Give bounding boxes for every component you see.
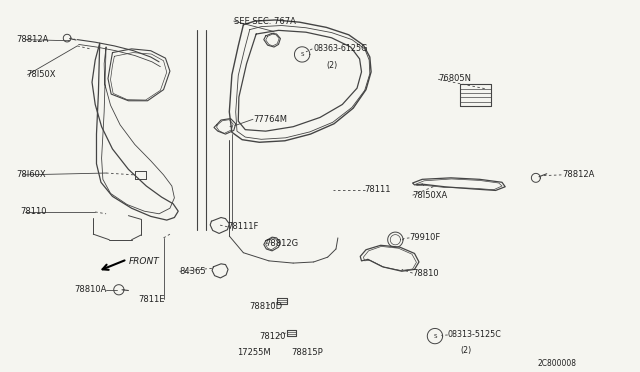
Text: 78110: 78110 bbox=[20, 208, 46, 217]
Text: 78810A: 78810A bbox=[74, 285, 106, 294]
Text: (2): (2) bbox=[326, 61, 338, 70]
Text: 78111F: 78111F bbox=[227, 222, 259, 231]
Text: 76805N: 76805N bbox=[438, 74, 471, 83]
Text: 78120: 78120 bbox=[259, 331, 286, 341]
Text: 7811E: 7811E bbox=[138, 295, 164, 304]
Text: 77764M: 77764M bbox=[253, 115, 287, 124]
Text: 17255M: 17255M bbox=[237, 347, 271, 356]
Text: FRONT: FRONT bbox=[129, 257, 159, 266]
Text: 2C800008: 2C800008 bbox=[537, 359, 576, 368]
Text: 78I50XA: 78I50XA bbox=[413, 191, 448, 200]
Text: 78810: 78810 bbox=[413, 269, 439, 278]
Text: S: S bbox=[300, 52, 304, 57]
Text: 78815P: 78815P bbox=[291, 347, 323, 356]
Text: 84365: 84365 bbox=[179, 267, 206, 276]
Text: 78812G: 78812G bbox=[266, 239, 299, 248]
Text: 08313-5125C: 08313-5125C bbox=[448, 330, 502, 340]
Text: S: S bbox=[433, 334, 436, 339]
Text: 78810D: 78810D bbox=[250, 302, 283, 311]
Text: 78812A: 78812A bbox=[17, 35, 49, 44]
Text: SEE SEC. 767A: SEE SEC. 767A bbox=[234, 17, 296, 26]
Text: 78812A: 78812A bbox=[563, 170, 595, 179]
Text: 79910F: 79910F bbox=[410, 233, 441, 243]
Text: 78I60X: 78I60X bbox=[17, 170, 46, 179]
Text: 08363-6125G: 08363-6125G bbox=[314, 44, 368, 53]
Text: 78111: 78111 bbox=[365, 185, 391, 194]
Text: 78I50X: 78I50X bbox=[26, 70, 56, 79]
Text: (2): (2) bbox=[461, 346, 472, 355]
